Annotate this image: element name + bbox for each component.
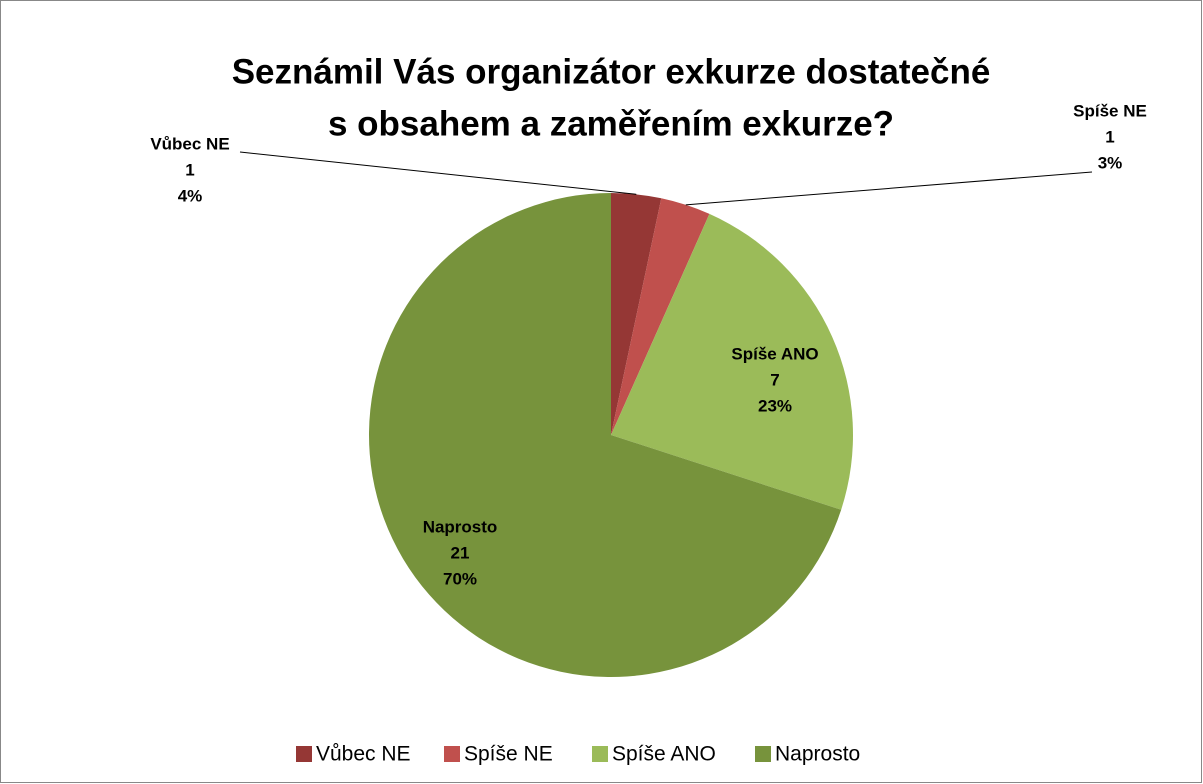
legend-label: Spíše NE — [464, 743, 553, 766]
legend-swatch — [592, 746, 608, 762]
data-label: 7 — [770, 370, 779, 389]
data-label: 1 — [185, 160, 194, 179]
pie-slice — [611, 198, 710, 435]
data-label: Spíše NE — [1073, 101, 1147, 120]
data-label: Spíše ANO — [731, 344, 818, 363]
legend-swatch — [296, 746, 312, 762]
legend-label: Spíše ANO — [612, 743, 716, 766]
data-label: Naprosto — [423, 517, 498, 536]
data-label: 23% — [758, 396, 792, 415]
data-label: Vůbec NE — [150, 134, 229, 153]
legend-swatch — [755, 746, 771, 762]
pie-slice — [611, 193, 662, 435]
leader-line — [239, 151, 637, 195]
legend-label: Naprosto — [775, 743, 860, 766]
legend-label: Vůbec NE — [316, 743, 411, 766]
leader-line — [685, 171, 1093, 206]
pie-slice — [611, 213, 853, 510]
chart-title: Seznámil Vás organizátor exkurze dostate… — [232, 52, 991, 91]
chart-title: s obsahem a zaměřením exkurze? — [328, 104, 894, 143]
data-label: 1 — [1105, 127, 1114, 146]
data-label: 3% — [1098, 153, 1123, 172]
data-label: 4% — [178, 186, 203, 205]
data-label: 70% — [443, 569, 477, 588]
legend-swatch — [444, 746, 460, 762]
data-label: 21 — [451, 543, 470, 562]
pie-slice — [369, 193, 842, 677]
